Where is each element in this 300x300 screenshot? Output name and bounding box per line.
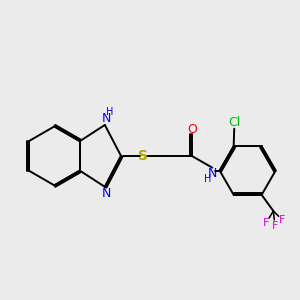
Text: F: F bbox=[263, 218, 269, 228]
Text: S: S bbox=[138, 149, 148, 163]
Text: N: N bbox=[102, 112, 111, 125]
Text: F: F bbox=[272, 221, 278, 231]
Text: N: N bbox=[208, 167, 218, 180]
Text: F: F bbox=[279, 215, 285, 225]
Text: H: H bbox=[106, 107, 113, 117]
Text: O: O bbox=[187, 123, 196, 136]
Text: N: N bbox=[102, 187, 111, 200]
Text: Cl: Cl bbox=[228, 116, 240, 129]
Text: H: H bbox=[205, 174, 212, 184]
